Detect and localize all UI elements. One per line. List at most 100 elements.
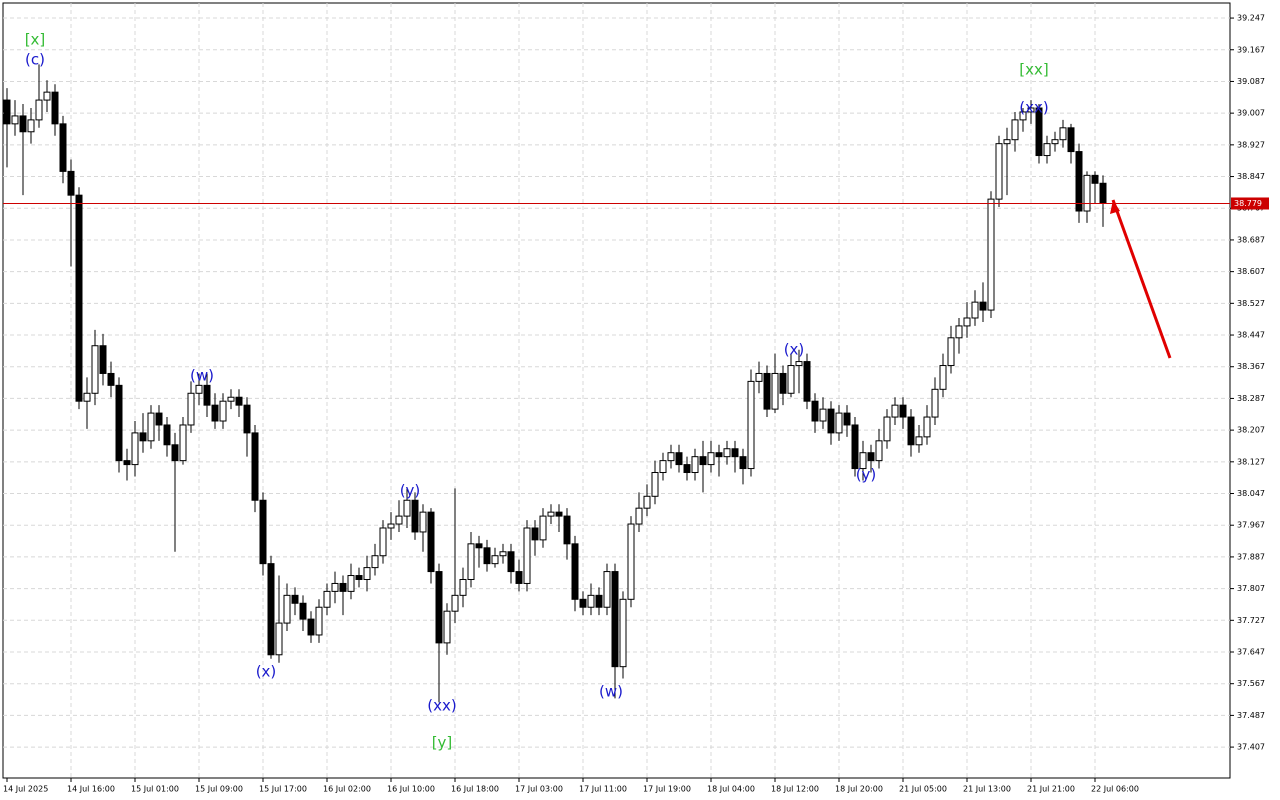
candle-body: [1075, 151, 1083, 212]
candle-body: [611, 571, 619, 668]
y-tick-label: 37.567: [1237, 679, 1265, 688]
candle-body: [403, 499, 411, 517]
x-tick-label: 16 Jul 02:00: [323, 785, 371, 794]
candle-body: [483, 547, 491, 565]
candle-body: [675, 452, 683, 466]
arrow-head: [1110, 200, 1120, 214]
forecast-arrow: [1111, 199, 1172, 359]
x-tick-label: 21 Jul 05:00: [899, 785, 947, 794]
candle-body: [659, 460, 667, 474]
candle-body: [963, 317, 971, 327]
x-tick-label: 18 Jul 20:00: [835, 785, 883, 794]
wave-label: [xx]: [1019, 61, 1048, 79]
candle-body: [219, 400, 227, 422]
candle-body: [571, 543, 579, 600]
candle-body: [699, 456, 707, 466]
candle-body: [299, 602, 307, 620]
candle-body: [307, 618, 315, 636]
candle-body: [811, 400, 819, 422]
candle-body: [1059, 127, 1067, 141]
candle-body: [435, 571, 443, 644]
candle-body: [243, 404, 251, 434]
candle-body: [667, 452, 675, 462]
candle-body: [331, 582, 339, 592]
candle-body: [107, 372, 115, 386]
candle-body: [115, 384, 123, 462]
candle-body: [915, 436, 923, 446]
candle-body: [723, 448, 731, 458]
wave-label: (y): [400, 482, 421, 500]
candle-body: [899, 404, 907, 418]
candle-body: [275, 622, 283, 656]
candle-body: [491, 555, 499, 565]
candle-body: [459, 578, 467, 596]
candle-body: [907, 416, 915, 446]
wave-label: (y): [856, 466, 877, 484]
candle-body: [779, 372, 787, 394]
candle-body: [91, 345, 99, 394]
candle-body: [619, 598, 627, 668]
wave-label: (w): [190, 367, 214, 385]
candle-body: [579, 598, 587, 608]
x-tick-label: 17 Jul 03:00: [515, 785, 563, 794]
wave-label: (x): [784, 341, 805, 359]
candle-body: [259, 499, 267, 565]
candle-body: [995, 143, 1003, 200]
y-tick-label: 39.247: [1237, 14, 1265, 23]
candle-body: [35, 99, 43, 121]
y-tick-label: 38.047: [1237, 489, 1265, 498]
candle-body: [731, 448, 739, 458]
candle-body: [347, 575, 355, 592]
x-tick-label: 22 Jul 06:00: [1091, 785, 1139, 794]
candle-body: [987, 198, 995, 311]
candle-body: [755, 372, 763, 382]
candle-body: [59, 123, 67, 172]
candle-body: [747, 380, 755, 470]
candle-body: [355, 575, 363, 580]
candle-body: [683, 464, 691, 474]
candle-body: [875, 440, 883, 462]
candle-body: [843, 412, 851, 426]
y-tick-label: 37.647: [1237, 648, 1265, 657]
candle-body: [1083, 174, 1091, 212]
candle-body: [451, 594, 459, 612]
candle-body: [939, 365, 947, 390]
candle-body: [499, 551, 507, 557]
y-tick-label: 38.847: [1237, 172, 1265, 181]
candle-body: [955, 325, 963, 339]
candle-body: [339, 582, 347, 592]
x-tick-label: 17 Jul 11:00: [579, 785, 627, 794]
candle-body: [867, 452, 875, 462]
y-tick-label: 37.487: [1237, 711, 1265, 720]
candle-body: [411, 499, 419, 533]
candle-body: [563, 515, 571, 545]
candle-body: [131, 432, 139, 466]
candle-body: [139, 432, 147, 442]
candle-body: [803, 361, 811, 402]
candle-body: [291, 594, 299, 604]
y-tick-label: 38.527: [1237, 299, 1265, 308]
candle-body: [67, 170, 75, 196]
candle-body: [923, 416, 931, 438]
candle-body: [715, 452, 723, 458]
x-tick-label: 14 Jul 16:00: [67, 785, 115, 794]
candle-body: [651, 472, 659, 497]
candle-body: [1091, 174, 1099, 184]
candle-body: [883, 416, 891, 442]
candle-body: [395, 515, 403, 525]
x-tick-label: 15 Jul 17:00: [259, 785, 307, 794]
y-tick-label: 38.207: [1237, 426, 1265, 435]
y-tick-label: 38.927: [1237, 140, 1265, 149]
candle-body: [371, 555, 379, 569]
candle-body: [443, 610, 451, 644]
candle-body: [427, 511, 435, 573]
candle-body: [203, 384, 211, 406]
candle-body: [283, 594, 291, 624]
y-tick-label: 38.287: [1237, 394, 1265, 403]
y-tick-label: 38.447: [1237, 331, 1265, 340]
candle-body: [595, 594, 603, 608]
candle-body: [763, 372, 771, 410]
candle-body: [795, 361, 803, 367]
x-tick-label: 16 Jul 10:00: [387, 785, 435, 794]
